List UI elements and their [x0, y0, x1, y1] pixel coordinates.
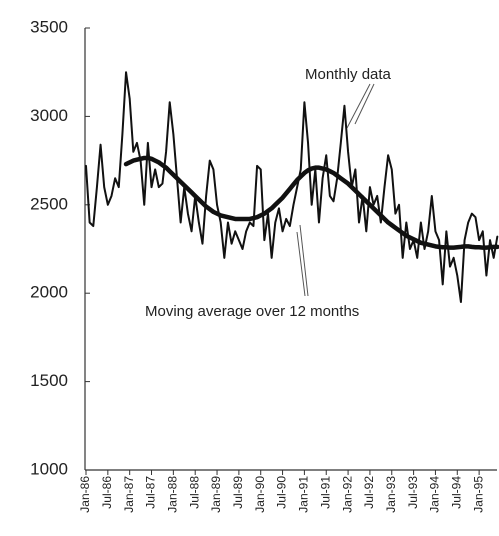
series-line [123, 155, 499, 250]
x-tick-label: Jan-87 [122, 476, 136, 513]
y-tick-label: 3000 [30, 106, 68, 125]
annotation: Moving average over 12 months [145, 303, 359, 320]
y-tick-label: 1500 [30, 371, 68, 390]
y-tick-label: 2500 [30, 194, 68, 213]
annotation: Monthly data [305, 66, 392, 83]
x-tick-label: Jan-95 [471, 476, 485, 513]
pointer [354, 83, 375, 125]
x-tick-label: Jul-94 [449, 476, 463, 509]
x-tick-label: Jan-86 [78, 476, 92, 513]
x-tick-label: Jan-89 [209, 476, 223, 513]
x-tick-label: Jan-93 [384, 476, 398, 513]
y-tick-label: 1000 [30, 459, 68, 478]
pointer [299, 224, 309, 297]
x-tick-label: Jul-92 [362, 476, 376, 509]
x-tick-label: Jan-91 [297, 476, 311, 513]
pointer [296, 231, 306, 297]
x-tick-label: Jul-86 [100, 476, 114, 509]
x-tick-label: Jul-93 [406, 476, 420, 509]
x-tick-label: Jul-88 [187, 476, 201, 509]
series-line [85, 71, 499, 304]
x-tick-label: Jul-91 [318, 476, 332, 509]
y-tick-label: 2000 [30, 283, 68, 302]
x-tick-label: Jan-92 [340, 476, 354, 513]
x-tick-label: Jul-90 [275, 476, 289, 509]
x-tick-label: Jul-89 [231, 476, 245, 509]
pointer [346, 83, 371, 129]
x-tick-label: Jan-90 [253, 476, 267, 513]
x-tick-label: Jan-94 [428, 476, 442, 513]
y-tick-label: 3500 [30, 17, 68, 36]
x-tick-label: Jan-88 [166, 476, 180, 513]
x-tick-label: Jul-87 [144, 476, 158, 509]
